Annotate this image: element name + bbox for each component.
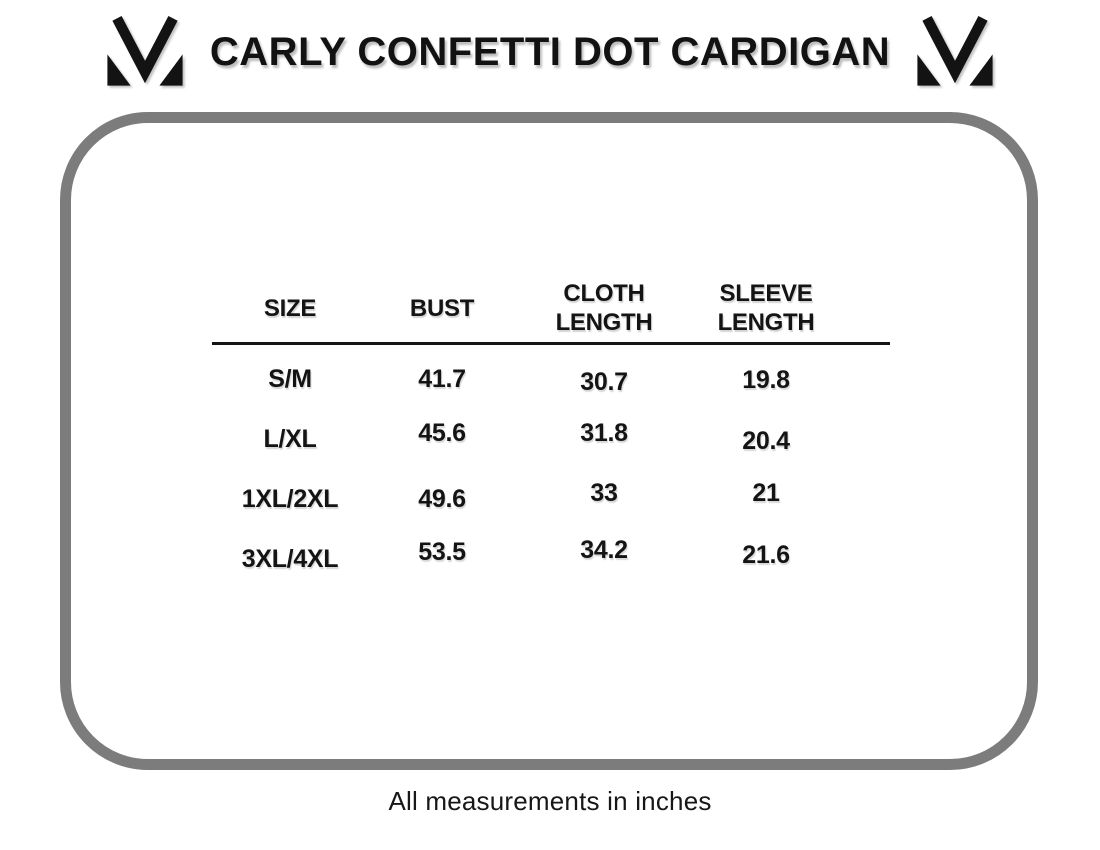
sleeve-length-value: 21 bbox=[752, 478, 780, 507]
table-row: 1XL/2XL 49.6 33 21 bbox=[212, 469, 890, 529]
brand-m-monogram-right-icon bbox=[914, 16, 996, 88]
table-row: S/M 41.7 30.7 19.8 bbox=[212, 349, 890, 409]
header: CARLY CONFETTI DOT CARDIGAN bbox=[0, 16, 1100, 88]
column-header-cloth-length: CLOTH LENGTH bbox=[516, 276, 692, 340]
header-line: SLEEVE bbox=[719, 280, 813, 307]
table-header-row: SIZE BUST CLOTH LENGTH SLEEVE LENGTH bbox=[212, 276, 890, 340]
table-row: 3XL/4XL 53.5 34.2 21.6 bbox=[212, 529, 890, 589]
size-label: L/XL bbox=[263, 424, 317, 453]
sleeve-length-value: 19.8 bbox=[742, 365, 790, 394]
table-body: S/M 41.7 30.7 19.8 L/XL 45.6 31.8 20.4 1… bbox=[212, 349, 890, 589]
column-header-sleeve-length: SLEEVE LENGTH bbox=[692, 276, 840, 340]
size-label: S/M bbox=[268, 364, 312, 393]
cloth-length-value: 33 bbox=[590, 478, 618, 507]
column-header-bust: BUST bbox=[368, 276, 516, 340]
header-divider bbox=[212, 342, 890, 345]
page-title: CARLY CONFETTI DOT CARDIGAN bbox=[209, 29, 891, 74]
units-note: All measurements in inches bbox=[388, 786, 712, 816]
size-chart-table: SIZE BUST CLOTH LENGTH SLEEVE LENGTH S/M 4… bbox=[212, 276, 890, 589]
header-line: LENGTH bbox=[717, 309, 815, 336]
size-label: 3XL/4XL bbox=[241, 544, 339, 573]
header-line: BUST bbox=[409, 294, 475, 322]
sleeve-length-value: 20.4 bbox=[742, 426, 790, 455]
size-label: 1XL/2XL bbox=[241, 484, 339, 513]
header-line: LENGTH bbox=[555, 309, 653, 336]
bust-value: 41.7 bbox=[418, 364, 466, 393]
rounded-frame bbox=[60, 112, 1038, 770]
brand-m-monogram-left-icon bbox=[104, 16, 186, 88]
bust-value: 45.6 bbox=[418, 418, 466, 447]
bust-value: 49.6 bbox=[418, 484, 466, 513]
cloth-length-value: 30.7 bbox=[580, 367, 628, 396]
sleeve-length-value: 21.6 bbox=[742, 540, 790, 569]
bust-value: 53.5 bbox=[418, 537, 466, 566]
cloth-length-value: 34.2 bbox=[580, 535, 628, 564]
column-header-size: SIZE bbox=[212, 276, 368, 340]
cloth-length-value: 31.8 bbox=[580, 418, 628, 447]
header-line: CLOTH bbox=[563, 280, 645, 307]
header-line: SIZE bbox=[263, 294, 317, 322]
table-row: L/XL 45.6 31.8 20.4 bbox=[212, 409, 890, 469]
